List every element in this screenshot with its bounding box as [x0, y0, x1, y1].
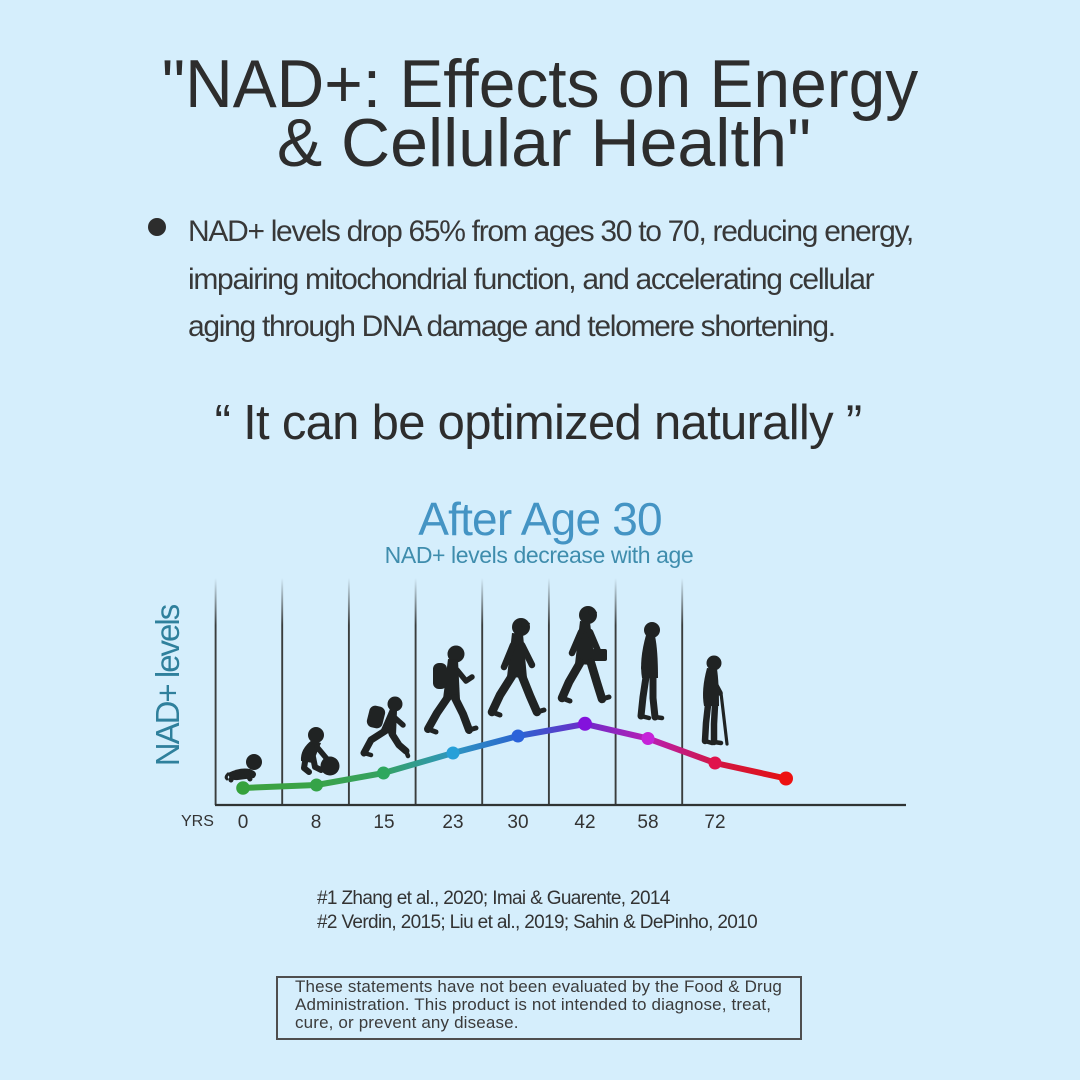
svg-text:23: 23 [442, 812, 463, 833]
svg-text:NAD+ levels: NAD+ levels [149, 604, 186, 766]
svg-text:8: 8 [311, 812, 322, 833]
svg-text:72: 72 [704, 812, 725, 833]
svg-text:0: 0 [238, 812, 249, 833]
svg-text:15: 15 [373, 812, 394, 833]
svg-text:58: 58 [637, 812, 658, 833]
svg-text:30: 30 [507, 812, 528, 833]
svg-text:42: 42 [574, 812, 595, 833]
svg-text:YRS: YRS [181, 813, 214, 830]
